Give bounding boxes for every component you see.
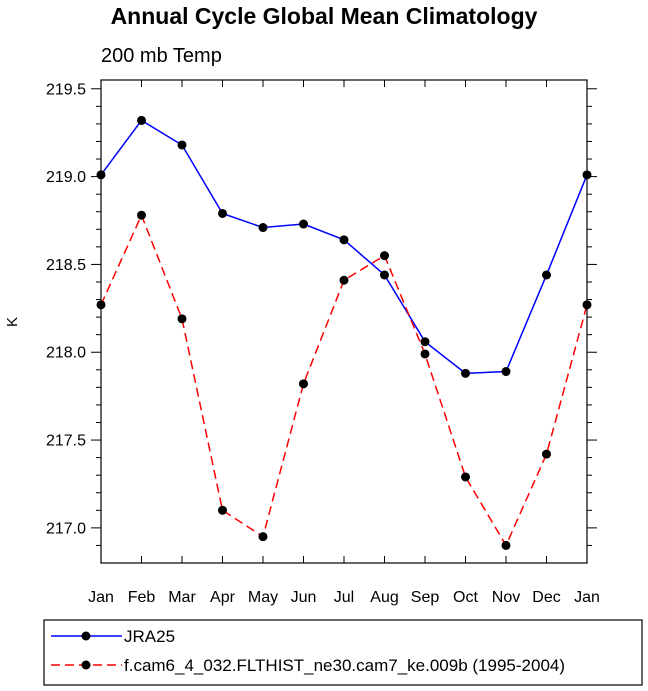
- data-point-jra25: [380, 270, 389, 280]
- x-tick-label: Mar: [168, 589, 196, 606]
- data-point-model: [542, 449, 551, 459]
- legend-marker-model: [81, 660, 91, 670]
- x-tick-label: Apr: [210, 589, 236, 606]
- y-tick-label: 219.0: [46, 169, 86, 186]
- data-point-jra25: [137, 115, 146, 125]
- x-tick-label: Jun: [291, 589, 317, 606]
- chart-title: Annual Cycle Global Mean Climatology: [111, 3, 538, 29]
- legend: JRA25 f.cam6_4_032.FLTHIST_ne30.cam7_ke.…: [43, 619, 643, 686]
- data-point-jra25: [177, 140, 187, 150]
- data-point-model: [380, 251, 389, 261]
- y-tick-label: 217.5: [46, 433, 86, 450]
- series-line-model: [100, 213, 588, 548]
- legend-box: [43, 619, 643, 686]
- data-point-model: [137, 210, 146, 220]
- legend-label-model: f.cam6_4_032.FLTHIST_ne30.cam7_ke.009b (…: [124, 656, 565, 675]
- data-point-jra25: [339, 235, 349, 245]
- data-point-model: [461, 472, 470, 482]
- data-point-jra25: [299, 219, 308, 229]
- data-point-model: [339, 275, 349, 285]
- y-tick-label: 219.5: [46, 81, 86, 98]
- data-point-model: [420, 349, 430, 359]
- axis-ticks: [91, 80, 597, 563]
- legend-label-jra25: JRA25: [124, 627, 175, 646]
- x-tick-label: Jan: [88, 589, 114, 606]
- data-point-jra25: [501, 367, 511, 377]
- data-point-model: [299, 379, 308, 389]
- plot-frame: [100, 79, 588, 564]
- x-tick-label: Jan: [574, 589, 600, 606]
- data-point-jra25: [258, 223, 268, 233]
- series-layer: [96, 115, 592, 550]
- data-point-jra25: [218, 208, 227, 218]
- y-tick-labels: 217.0 217.5 218.0 218.5 219.0 219.5: [46, 81, 86, 537]
- data-point-model: [258, 532, 268, 542]
- x-tick-label: May: [248, 589, 278, 606]
- x-tick-label: Sep: [411, 589, 440, 606]
- x-tick-label: Jul: [334, 589, 354, 606]
- data-point-jra25: [420, 337, 430, 347]
- chart-subtitle: 200 mb Temp: [101, 45, 222, 67]
- y-tick-label: 217.0: [46, 520, 86, 537]
- data-point-model: [177, 314, 187, 324]
- data-point-jra25: [461, 368, 470, 378]
- series-line-jra25: [100, 119, 588, 375]
- x-tick-label: Aug: [370, 589, 398, 606]
- x-tick-labels: Jan Feb Mar Apr May Jun Jul Aug Sep Oct Nov Dec Jan: [88, 589, 600, 606]
- data-point-model: [501, 540, 511, 550]
- legend-marker-jra25: [81, 631, 91, 641]
- y-axis-label: K: [4, 317, 21, 327]
- x-tick-label: Dec: [532, 589, 560, 606]
- y-tick-label: 218.5: [46, 257, 86, 274]
- y-tick-label: 218.0: [46, 345, 86, 362]
- data-point-model: [218, 505, 227, 515]
- x-tick-label: Feb: [128, 589, 156, 606]
- x-tick-label: Oct: [453, 589, 478, 606]
- x-tick-label: Nov: [492, 589, 520, 606]
- data-point-jra25: [542, 270, 551, 280]
